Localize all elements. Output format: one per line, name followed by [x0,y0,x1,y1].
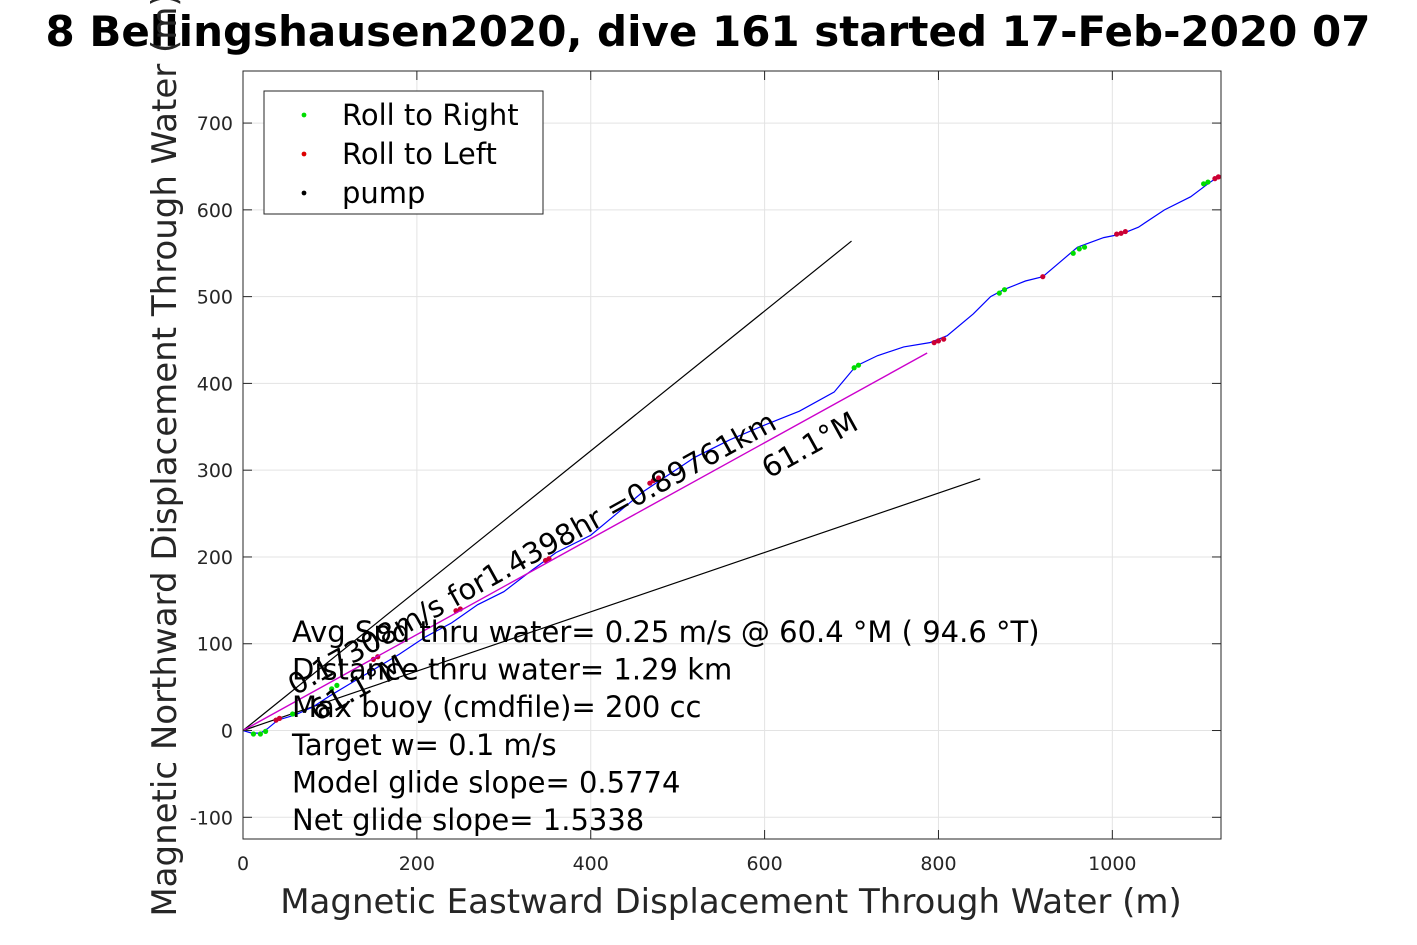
legend-marker [301,151,307,157]
roll-left-point [276,715,283,721]
x-tick-label: 1000 [1088,853,1136,875]
legend-label: Roll to Right [342,98,519,132]
plot-frame [242,70,1222,840]
stats-line: Avg Spd thru water= 0.25 m/s @ 60.4 °M (… [292,615,1040,649]
y-tick-label: -100 [190,807,233,829]
x-tick-label: 800 [920,853,956,875]
x-tick-label: 400 [573,853,609,875]
roll-right-point [257,731,263,737]
stats-block: Avg Spd thru water= 0.25 m/s @ 60.4 °M (… [291,615,1040,837]
roll-right-point [1001,287,1008,293]
y-tick-label: 100 [197,634,233,656]
legend-label: Roll to Left [342,137,497,171]
model-glide-line [242,240,852,731]
x-tick-label: 0 [237,853,249,875]
roll-left-point [650,478,656,484]
legend: Roll to Right Roll to Left pump [263,90,544,215]
stats-line: Target w= 0.1 m/s [291,728,557,762]
roll-left-point [1122,228,1128,235]
roll-left-point [546,556,552,562]
y-tick-label: 400 [197,373,233,395]
roll-right-point [1070,250,1076,256]
stats-line: Model glide slope= 0.5774 [292,765,680,799]
roll-right-point [329,686,335,692]
x-tick-label: 200 [399,853,435,875]
roll-right-point [851,365,857,371]
axis-ticks: 0 200 400 600 800 1000 -100 0 100 200 300 400 500 600… [190,71,1221,875]
y-tick-label: 700 [197,113,233,135]
legend-box [263,90,544,215]
model-glide-lines [242,240,981,732]
roll-right-point [1205,179,1211,185]
roll-right-point [1081,244,1088,250]
roll-left-point [931,340,937,346]
roll-left-point [941,336,947,342]
y-tick-label: 600 [197,200,233,222]
stats-line: Max buoy (cmdfile)= 200 cc [292,690,701,724]
y-tick-label: 500 [197,287,233,309]
roll-left-point [1114,231,1120,237]
grid-lines [242,71,1221,839]
stats-line: Net glide slope= 1.5338 [292,803,644,837]
legend-marker [301,112,307,118]
roll-right-point [1201,181,1207,187]
chart-title: 8 Bellingshausen2020, dive 161 started 1… [46,7,1371,56]
y-axis-label: Magnetic Northward Displacement Through … [145,0,185,917]
legend-marker [301,190,307,196]
roll-right-point [263,728,269,734]
mean-heading-line [242,352,928,732]
roll-left-point [935,338,942,344]
stats-line: Distance thru water= 1.29 km [292,653,732,687]
x-axis-label: Magnetic Eastward Displacement Through W… [280,882,1182,922]
roll-left-point [1040,274,1046,280]
roll-right-point [334,682,340,689]
roll-left-point [1118,230,1124,236]
x-tick-label: 600 [746,853,782,875]
y-tick-label: 200 [197,547,233,569]
legend-label: pump [342,176,425,210]
y-tick-label: 300 [197,460,233,482]
roll-right-point [996,290,1002,296]
model-glide-line [242,478,981,732]
roll-right-point [855,362,862,368]
roll-right-point [289,711,296,717]
y-tick-label: 0 [221,721,233,743]
roll-left-point [655,475,662,481]
roll-right-point [1076,246,1082,252]
roll-right-point [250,731,257,737]
roll-left-point [1215,174,1221,180]
data-series [242,174,1221,737]
